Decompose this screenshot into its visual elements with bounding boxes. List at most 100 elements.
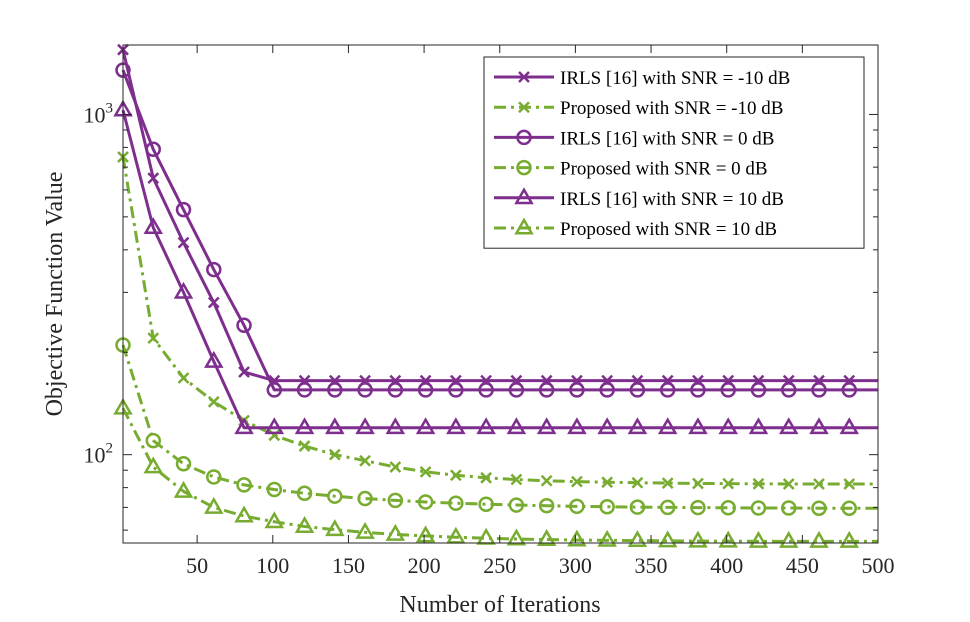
data-point: [722, 477, 735, 490]
data-point: [811, 382, 827, 398]
data-point: [508, 382, 525, 398]
data-point: [177, 372, 190, 384]
data-point: [325, 417, 345, 435]
data-point: [536, 529, 557, 546]
data-point: [207, 395, 220, 408]
data-point: [688, 417, 708, 435]
legend-marker: [518, 101, 530, 114]
data-point: [415, 417, 436, 435]
data-point: [206, 469, 222, 485]
legend-marker: [514, 217, 534, 235]
data-point: [480, 471, 493, 484]
data-point: [236, 477, 252, 493]
series-line: [121, 344, 878, 510]
data-point: [266, 382, 283, 398]
data-point: [143, 456, 164, 474]
y-axis-label: Objective Function Value: [42, 172, 68, 417]
data-point: [143, 217, 164, 235]
data-point: [657, 530, 678, 548]
data-point: [325, 519, 345, 537]
data-point: [145, 432, 162, 449]
legend-entry: Proposed with SNR = 10 dB: [494, 217, 777, 240]
data-point: [538, 382, 555, 398]
data-point: [415, 525, 436, 543]
data-point: [204, 350, 224, 368]
x-tick-label: 100: [256, 553, 289, 578]
data-point: [809, 530, 829, 548]
data-point: [478, 382, 494, 398]
data-point: [659, 382, 676, 398]
data-point: [599, 498, 615, 515]
data-point: [597, 417, 617, 435]
legend-entry: Proposed with SNR = -10 dB: [494, 98, 783, 119]
data-point: [177, 236, 190, 249]
data-point: [296, 382, 313, 398]
data-point: [385, 417, 406, 435]
y-tick-label: 103: [84, 100, 114, 127]
x-axis-label: Number of Iterations: [399, 592, 600, 618]
data-point: [750, 500, 767, 516]
data-point: [569, 382, 585, 398]
data-point: [813, 478, 825, 490]
data-point: [778, 417, 799, 435]
data-point: [389, 461, 402, 473]
data-point: [567, 529, 587, 547]
data-point: [328, 448, 341, 461]
data-point: [631, 476, 644, 489]
x-tick-label: 400: [710, 553, 743, 578]
data-point: [720, 500, 736, 516]
data-point: [718, 530, 738, 548]
legend-entry: IRLS [16] with SNR = -10 dB: [494, 68, 790, 89]
x-tick-label: 150: [332, 553, 365, 578]
data-point: [811, 500, 827, 516]
data-point: [206, 261, 222, 278]
data-point: [448, 495, 464, 511]
data-point: [417, 494, 434, 510]
data-point: [571, 475, 583, 488]
data-point: [387, 382, 404, 398]
data-point: [147, 332, 160, 345]
x-tick-label: 350: [635, 553, 668, 578]
legend-entry: Proposed with SNR = 0 dB: [494, 159, 768, 180]
data-point: [627, 417, 648, 435]
data-point: [207, 296, 220, 309]
data-point: [357, 490, 373, 507]
data-point: [718, 417, 738, 435]
data-point: [748, 417, 769, 435]
data-point: [782, 478, 795, 490]
data-point: [175, 456, 192, 472]
data-point: [298, 440, 311, 452]
series-6: [113, 397, 878, 548]
data-point: [843, 478, 856, 490]
data-point: [748, 530, 769, 548]
series-5: [113, 99, 878, 435]
legend-label: IRLS [16] with SNR = -10 dB: [560, 68, 790, 89]
data-point: [145, 141, 162, 158]
data-point: [264, 417, 285, 435]
data-point: [266, 481, 283, 498]
data-point: [294, 515, 315, 533]
legend-entry: IRLS [16] with SNR = 0 dB: [494, 128, 774, 149]
data-point: [601, 476, 614, 489]
axes-layer: 50 100 150 200 250 300 350 400 450 500 102 103: [84, 44, 895, 578]
data-point: [567, 417, 587, 435]
data-point: [692, 477, 704, 490]
data-point: [147, 172, 160, 184]
x-tick-label: 250: [483, 553, 516, 578]
data-point: [204, 496, 224, 514]
data-point: [357, 382, 373, 398]
data-point: [449, 469, 462, 482]
data-point: [839, 530, 860, 548]
data-point: [540, 474, 553, 487]
data-point: [661, 477, 674, 489]
legend-label: Proposed with SNR = 0 dB: [560, 159, 768, 180]
legend-label: Proposed with SNR = 10 dB: [560, 219, 777, 240]
data-point: [355, 521, 375, 539]
data-point: [629, 499, 646, 515]
data-point: [236, 317, 252, 334]
data-point: [510, 473, 523, 486]
legend-marker: [516, 129, 532, 146]
series-4: [115, 337, 878, 516]
data-point: [478, 496, 494, 512]
